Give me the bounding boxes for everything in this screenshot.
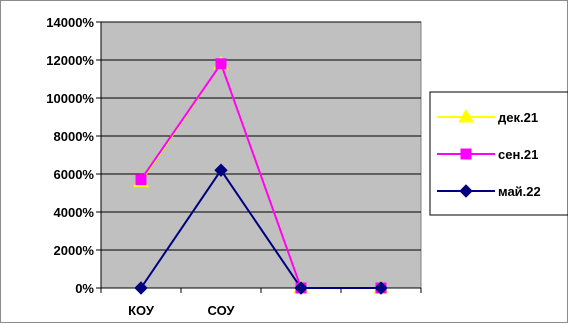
x-axis-ticks: КОУ СОУ [100,288,422,318]
y-axis-ticks: 0% 2000% 4000% 6000% 8000% 10000% 12000% 14000% [46,15,101,296]
data-point [215,58,227,70]
x-tick-label: КОУ [128,303,155,318]
y-tick-label: 14000% [46,15,94,30]
y-tick-label: 4000% [54,205,95,220]
data-point [294,281,308,295]
series-group [133,55,389,295]
data-point [214,163,228,177]
y-tick-label: 6000% [54,167,95,182]
data-point [458,109,474,123]
y-tick-label: 12000% [46,53,94,68]
legend-item: дек.21 [437,109,538,125]
legend-label: сен.21 [498,147,538,162]
data-point [459,184,473,198]
y-tick-label: 10000% [46,91,94,106]
legend-item: сен.21 [437,147,538,162]
legend-label: дек.21 [498,110,538,125]
data-point [135,174,147,186]
series [140,168,381,289]
y-tick-label: 2000% [54,243,95,258]
legend-label: май.22 [498,184,541,199]
y-tick-label: 0% [75,281,94,296]
plot-area [100,21,422,289]
legend: дек.21 сен.21 май.22 [429,91,568,216]
y-tick-label: 8000% [54,129,95,144]
data-point [134,281,148,295]
series-line [140,168,381,289]
data-point [460,148,472,160]
data-point [374,281,388,295]
x-tick-label: СОУ [208,303,236,318]
series-markers [134,163,388,295]
legend-item: май.22 [437,184,541,199]
